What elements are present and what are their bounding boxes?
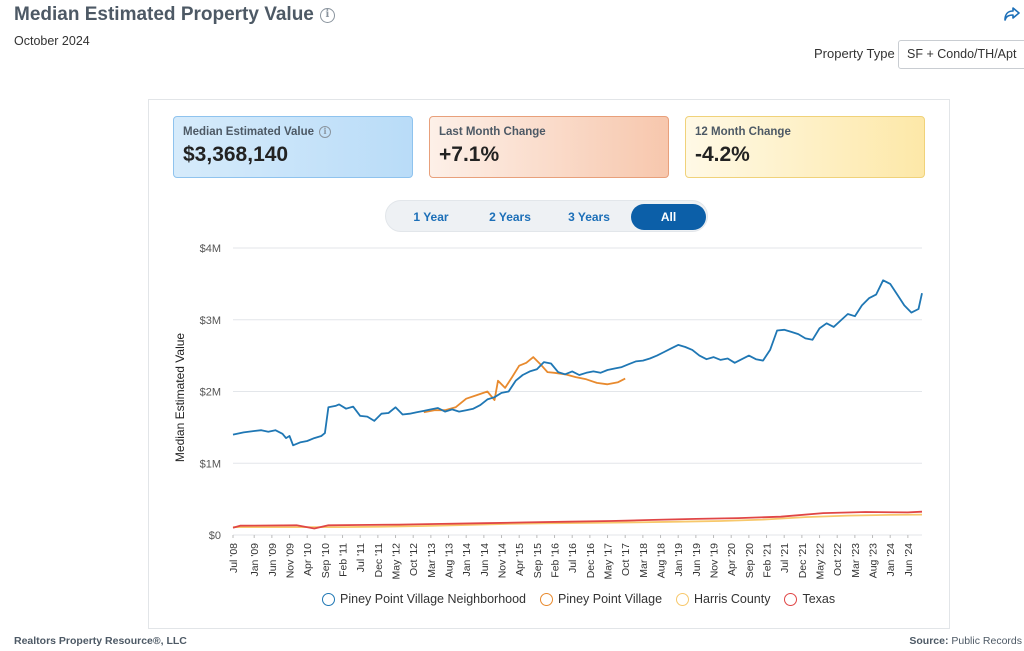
page-title-text: Median Estimated Property Value [14, 4, 314, 25]
footer-source: Source: Public Records [909, 635, 1022, 647]
footer-source-label: Source: [909, 635, 949, 647]
median-value-card-label-row: Median Estimated Value i [183, 126, 403, 138]
footer-company: Realtors Property Resource®, LLC [14, 635, 187, 647]
legend-swatch [784, 592, 798, 606]
info-icon[interactable]: i [319, 7, 335, 23]
twelve-month-change-card: 12 Month Change -4.2% [685, 116, 925, 178]
time-range-selector: 1 Year 2 Years 3 Years All [385, 200, 708, 232]
legend-item-village[interactable]: Piney Point Village [540, 592, 662, 606]
legend-label: Piney Point Village [558, 592, 663, 606]
legend-label: Piney Point Village Neighborhood [340, 592, 527, 606]
range-button-2-years[interactable]: 2 Years [489, 210, 531, 224]
property-type-select[interactable]: SF + Condo/TH/Apt [898, 40, 1024, 69]
range-button-3-years[interactable]: 3 Years [568, 210, 610, 224]
property-type-label: Property Type [814, 46, 895, 61]
last-month-change-label: Last Month Change [439, 126, 546, 138]
median-value-card: Median Estimated Value i $3,368,140 [173, 116, 413, 178]
legend-item-neighborhood[interactable]: Piney Point Village Neighborhood [322, 592, 526, 606]
legend-swatch [540, 592, 554, 606]
range-button-1-year[interactable]: 1 Year [413, 210, 449, 224]
range-button-all[interactable]: All [631, 204, 706, 230]
legend-swatch [676, 592, 690, 606]
legend-item-county[interactable]: Harris County [676, 592, 770, 606]
footer-source-value: Public Records [951, 635, 1022, 647]
median-value-amount: $3,368,140 [183, 143, 289, 166]
legend-item-texas[interactable]: Texas [784, 592, 835, 606]
legend-label: Texas [802, 592, 836, 606]
last-month-change-card: Last Month Change +7.1% [429, 116, 669, 178]
share-icon[interactable] [1003, 6, 1021, 22]
twelve-month-change-value: -4.2% [695, 143, 750, 166]
last-month-change-value: +7.1% [439, 143, 500, 166]
twelve-month-change-label: 12 Month Change [695, 126, 791, 138]
legend-label: Harris County [694, 592, 771, 606]
page-title: Median Estimated Property Value i [14, 4, 335, 26]
info-icon[interactable]: i [319, 126, 332, 138]
legend-swatch [322, 592, 335, 606]
chart-legend: Piney Point Village Neighborhood Piney P… [322, 592, 835, 606]
median-value-label: Median Estimated Value [183, 126, 315, 138]
page-subtitle: October 2024 [14, 34, 90, 48]
chart-panel [148, 99, 950, 629]
